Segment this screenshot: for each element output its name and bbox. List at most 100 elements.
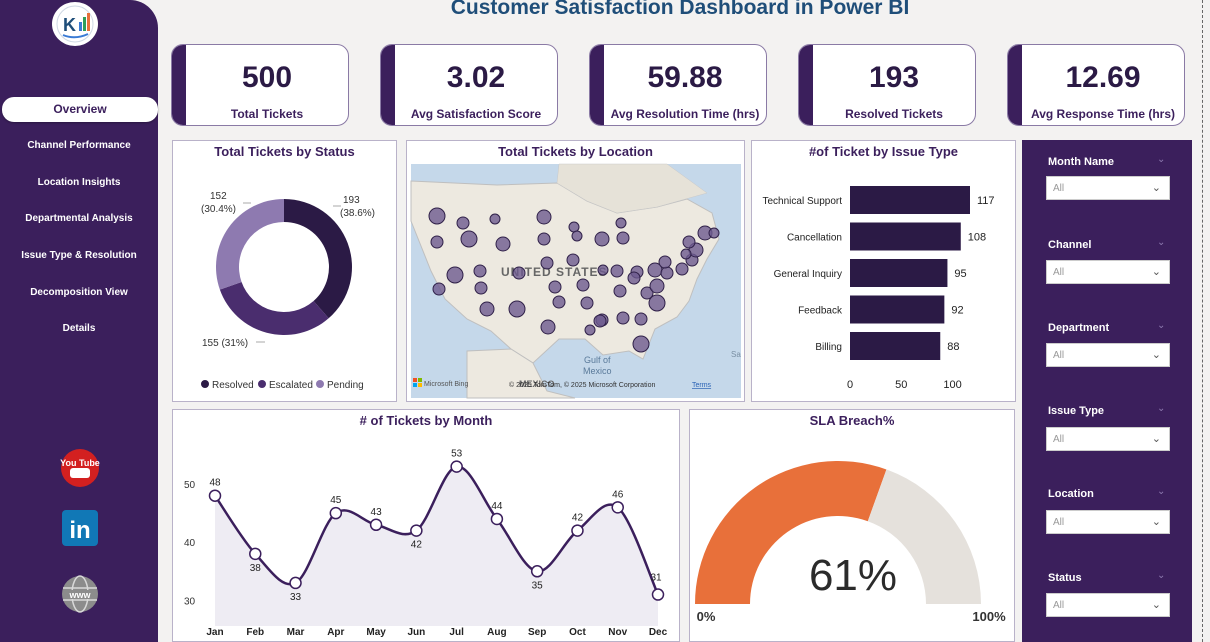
- map-bubble[interactable]: [474, 281, 488, 295]
- chevron-down-icon[interactable]: ⌄: [1157, 320, 1166, 331]
- map-bubble[interactable]: [658, 255, 672, 269]
- slicer-location-dropdown[interactable]: All ⌄: [1046, 510, 1170, 534]
- map-bubble[interactable]: [675, 262, 689, 276]
- map-bubble[interactable]: [632, 335, 650, 353]
- bar-billing[interactable]: [850, 332, 941, 360]
- map-bubble[interactable]: [512, 266, 526, 280]
- map-bubble[interactable]: [508, 300, 526, 318]
- gauge-remaining-arc[interactable]: [867, 469, 981, 604]
- line-point-apr[interactable]: [329, 506, 343, 520]
- map-bubble[interactable]: [680, 248, 692, 260]
- map-bubble[interactable]: [594, 231, 610, 247]
- donut-slice-resolved[interactable]: [284, 199, 352, 319]
- donut-slice-pending[interactable]: [216, 199, 284, 290]
- line-point-jul[interactable]: [450, 460, 463, 473]
- slicer-status-dropdown[interactable]: All ⌄: [1046, 593, 1170, 617]
- slicer-channel-dropdown[interactable]: All ⌄: [1046, 260, 1170, 284]
- nav-channel-performance[interactable]: Channel Performance: [27, 140, 131, 151]
- map-bubble[interactable]: [597, 264, 609, 276]
- www-globe-icon[interactable]: www: [60, 574, 100, 614]
- chevron-down-icon: ⌄: [1151, 516, 1161, 528]
- chevron-down-icon[interactable]: ⌄: [1157, 486, 1166, 497]
- bar-value-label: 92: [951, 305, 963, 317]
- line-point-sep[interactable]: [530, 565, 544, 578]
- map-card-title: Total Tickets by Location: [498, 144, 653, 159]
- map-bubble[interactable]: [576, 278, 590, 292]
- map-bubble[interactable]: [648, 294, 666, 312]
- bar-cancellation[interactable]: [850, 222, 961, 251]
- map-bubble[interactable]: [540, 256, 554, 270]
- nav-issue-type-resolution[interactable]: Issue Type & Resolution: [21, 250, 137, 261]
- nav-decomposition-view[interactable]: Decomposition View: [30, 287, 128, 298]
- map-bubble[interactable]: [584, 324, 596, 336]
- map-bubble[interactable]: [428, 207, 446, 225]
- bar-general-inquiry[interactable]: [850, 259, 948, 287]
- line-point-jun[interactable]: [410, 524, 423, 537]
- map-bubble[interactable]: [649, 278, 665, 294]
- bar-feedback[interactable]: [850, 295, 945, 324]
- map-bubble[interactable]: [552, 295, 566, 309]
- map-bubble[interactable]: [616, 231, 630, 245]
- map-bubble[interactable]: [456, 216, 470, 230]
- slicer-department-dropdown[interactable]: All ⌄: [1046, 343, 1170, 367]
- map-bubble[interactable]: [489, 213, 501, 225]
- line-point-feb[interactable]: [249, 547, 262, 561]
- map-bubble[interactable]: [568, 221, 580, 233]
- map-bubble[interactable]: [540, 319, 556, 335]
- nav-location-insights[interactable]: Location Insights: [37, 177, 121, 188]
- line-point-aug[interactable]: [490, 512, 504, 526]
- map-bubble[interactable]: [430, 235, 444, 249]
- map-bubble[interactable]: [708, 227, 720, 239]
- map-bubble[interactable]: [473, 264, 487, 278]
- chevron-down-icon[interactable]: ⌄: [1157, 237, 1166, 248]
- map-bubble[interactable]: [432, 282, 446, 296]
- map-bubble[interactable]: [627, 271, 641, 285]
- map-bubble[interactable]: [479, 301, 495, 317]
- map-bubble[interactable]: [640, 286, 654, 300]
- chevron-down-icon[interactable]: ⌄: [1157, 570, 1166, 581]
- bar-category-label: Cancellation: [787, 233, 842, 244]
- map-bubble[interactable]: [616, 311, 630, 325]
- map-bubble[interactable]: [566, 253, 580, 267]
- line-point-may[interactable]: [369, 518, 383, 532]
- linkedin-icon[interactable]: in: [60, 508, 100, 548]
- line-point-nov[interactable]: [611, 501, 624, 514]
- us-map-visual[interactable]: UNITED STATES Gulf of Mexico MEXICO Sa M…: [407, 141, 746, 403]
- map-bubble[interactable]: [634, 312, 648, 326]
- nav-departmental-analysis[interactable]: Departmental Analysis: [25, 213, 133, 224]
- map-bubble[interactable]: [460, 230, 478, 248]
- map-gulf-label-line1: Gulf of: [584, 355, 611, 365]
- line-data-label: 31: [650, 573, 662, 584]
- x-tick-label: Jan: [206, 627, 223, 638]
- chevron-down-icon[interactable]: ⌄: [1157, 154, 1166, 165]
- chevron-down-icon: ⌄: [1151, 433, 1161, 445]
- line-point-dec[interactable]: [651, 588, 665, 601]
- map-bubble[interactable]: [613, 284, 627, 298]
- map-terms-link[interactable]: Terms: [692, 382, 712, 389]
- gauge-value-arc[interactable]: [695, 461, 887, 604]
- map-bubble[interactable]: [615, 217, 627, 229]
- map-bubble[interactable]: [571, 230, 583, 242]
- donut-slice-escalated[interactable]: [219, 281, 329, 335]
- map-bubble[interactable]: [548, 280, 562, 294]
- nav-details[interactable]: Details: [62, 323, 96, 334]
- map-bubble[interactable]: [610, 264, 624, 278]
- slicer-month-dropdown[interactable]: All ⌄: [1046, 176, 1170, 200]
- map-bubble[interactable]: [660, 266, 674, 280]
- map-bubble[interactable]: [446, 266, 464, 284]
- youtube-icon[interactable]: You Tube: [60, 448, 100, 488]
- map-bubble[interactable]: [593, 314, 607, 328]
- chevron-down-icon[interactable]: ⌄: [1157, 403, 1166, 414]
- map-bubble[interactable]: [580, 296, 594, 310]
- line-point-jan[interactable]: [208, 489, 222, 502]
- line-point-mar[interactable]: [289, 576, 302, 590]
- map-bubble[interactable]: [682, 235, 696, 249]
- map-bubble[interactable]: [537, 232, 551, 246]
- bar-technical-support[interactable]: [850, 186, 970, 214]
- line-point-oct[interactable]: [571, 524, 584, 537]
- slicer-issue-type-dropdown[interactable]: All ⌄: [1046, 427, 1170, 451]
- nav-overview[interactable]: Overview: [2, 97, 158, 122]
- map-bubble[interactable]: [495, 236, 511, 252]
- chevron-down-icon: ⌄: [1151, 349, 1161, 361]
- map-bubble[interactable]: [536, 209, 552, 225]
